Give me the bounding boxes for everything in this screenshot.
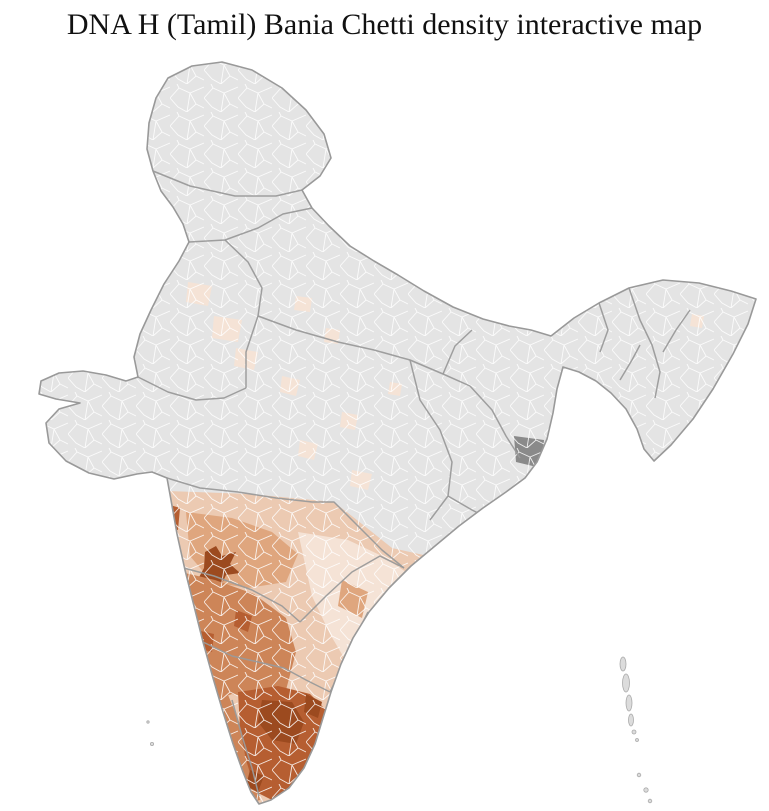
andaman-islands[interactable]: [619, 656, 639, 742]
state-borders: [137, 170, 691, 797]
nicobar-islands[interactable]: [636, 772, 653, 804]
district-mesh-overlay: [39, 62, 756, 804]
country-outline: [38, 61, 757, 805]
page-title: DNA H (Tamil) Bania Chetti density inter…: [66, 8, 703, 41]
lakshadweep-islands[interactable]: [146, 720, 154, 747]
